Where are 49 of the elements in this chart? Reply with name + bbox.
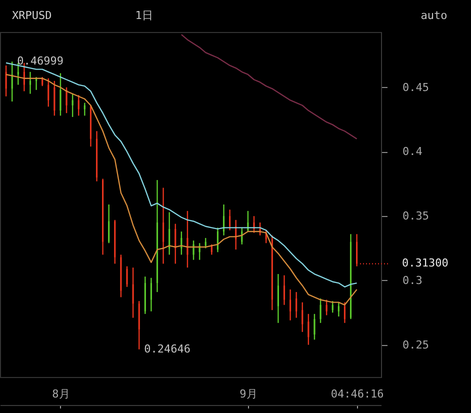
candlestick: [277, 273, 279, 324]
candlestick: [162, 187, 164, 264]
candlestick: [29, 71, 32, 94]
candlestick: [48, 78, 50, 108]
candlestick: [132, 266, 134, 318]
candlestick: [283, 274, 286, 306]
candlestick: [186, 210, 188, 268]
candlestick: [78, 94, 80, 116]
x-tick-label: 8月: [52, 388, 70, 400]
candlestick: [320, 298, 322, 324]
candlestick: [326, 299, 328, 316]
candlestick: [314, 313, 316, 340]
chart-title: XRPUSD: [12, 9, 52, 22]
text: 1日: [135, 9, 153, 22]
candlestick: [120, 254, 122, 298]
candlestick: [60, 72, 62, 116]
candlestick: [54, 80, 56, 116]
candlestick: [289, 288, 292, 321]
candlestick: [192, 240, 194, 260]
y-tick-label: 0.3: [402, 274, 422, 287]
y-tick-label: 0.25: [402, 338, 429, 352]
text: auto: [420, 9, 448, 22]
candlestick: [253, 215, 255, 234]
candlestick: [66, 86, 68, 114]
x-tick-label: 9月: [240, 388, 258, 400]
candlestick: [344, 302, 346, 324]
candlestick: [229, 209, 231, 231]
line-series: [180, 34, 358, 140]
candlestick: [72, 93, 74, 118]
candlestick: [247, 210, 249, 232]
candlestick: [150, 277, 152, 312]
candlestick: [356, 234, 358, 267]
annotation: 0.46999: [17, 54, 64, 68]
annotation: 0.24646: [144, 342, 190, 356]
candlestick: [5, 64, 7, 97]
candlestick: [308, 313, 310, 346]
candlestick: [332, 300, 334, 314]
candlestick: [338, 302, 340, 318]
candlestick: [126, 266, 128, 288]
candlestick: [259, 222, 261, 236]
ref-line-label: 0.31300: [402, 256, 448, 270]
y-tick-label: 0.45: [402, 80, 429, 94]
candlestick: [302, 302, 304, 333]
y-tick-label: 0.4: [402, 145, 423, 158]
candlestick: [296, 291, 298, 318]
x-tick-label: 04:46:16: [330, 388, 384, 400]
y-tick-label: 0.35: [402, 210, 429, 223]
candlestick: [17, 62, 19, 86]
candlestick: [108, 204, 110, 244]
